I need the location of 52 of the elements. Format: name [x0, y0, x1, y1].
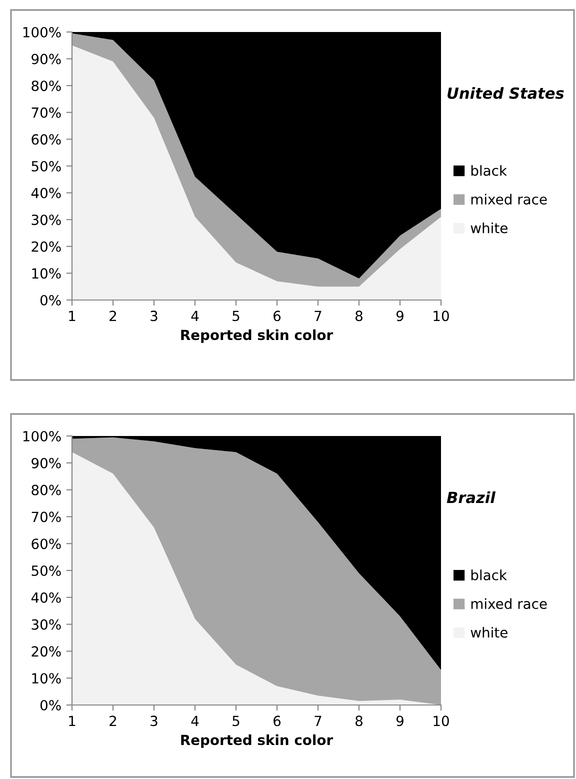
x-tick-label: 8	[356, 716, 362, 726]
legend-label: mixed race	[471, 598, 547, 610]
y-tick-label: 80%	[32, 484, 61, 496]
x-tick-label: 7	[314, 716, 322, 726]
y-tick-label: 100%	[23, 430, 61, 442]
x-tick-label: 3	[150, 310, 158, 322]
y-tick-label: 80%	[32, 80, 61, 92]
x-axis-title: Reported skin color	[181, 329, 334, 343]
legend-label: mixed race	[471, 194, 547, 205]
x-tick-label: 4	[191, 310, 199, 321]
x-tick-label: 5	[232, 716, 240, 726]
y-tick-label: 30%	[32, 619, 61, 630]
x-tick-label: 6	[274, 310, 281, 322]
x-tick-label: 6	[274, 716, 281, 726]
y-tick-label: 40%	[31, 188, 61, 198]
x-tick-label: 9	[396, 310, 404, 322]
y-tick-label: 40%	[31, 592, 61, 603]
y-tick-label: 60%	[32, 134, 61, 145]
x-tick-label: 1	[69, 310, 76, 321]
text: Brazil	[446, 491, 496, 504]
x-tick-label: 10	[434, 716, 449, 726]
x-tick-label: 3	[150, 716, 158, 726]
y-tick-label: 50%	[32, 565, 61, 576]
legend-label: black	[471, 570, 507, 580]
x-tick-label: 5	[232, 310, 240, 322]
x-tick-label: 7	[314, 310, 322, 321]
x-axis-title: Reported skin color	[181, 734, 334, 748]
legend-label: white	[470, 626, 508, 638]
y-tick-label: 100%	[23, 26, 61, 38]
y-tick-label: 20%	[32, 646, 61, 657]
y-tick-label: 60%	[32, 538, 61, 550]
x-tick-label: 10	[434, 310, 449, 322]
y-tick-label: 70%	[32, 107, 61, 118]
y-tick-label: 20%	[32, 241, 61, 252]
x-tick-label: 1	[69, 716, 76, 726]
y-tick-label: 10%	[32, 268, 61, 279]
legend-label: black	[471, 165, 507, 176]
y-tick-label: 90%	[32, 458, 61, 468]
legend-label: white	[470, 222, 508, 234]
x-tick-label: 4	[191, 716, 199, 726]
y-tick-label: 10%	[32, 673, 61, 684]
x-tick-label: 2	[110, 716, 116, 726]
x-tick-label: 2	[110, 310, 116, 321]
y-tick-label: 70%	[32, 512, 61, 522]
y-tick-label: 0%	[40, 294, 61, 306]
x-tick-label: 9	[396, 716, 404, 726]
y-tick-label: 0%	[40, 700, 61, 710]
y-tick-label: 50%	[32, 160, 61, 172]
y-tick-label: 30%	[32, 214, 61, 226]
y-tick-label: 90%	[32, 54, 61, 64]
x-tick-label: 8	[356, 310, 362, 322]
text: United States	[448, 87, 564, 99]
